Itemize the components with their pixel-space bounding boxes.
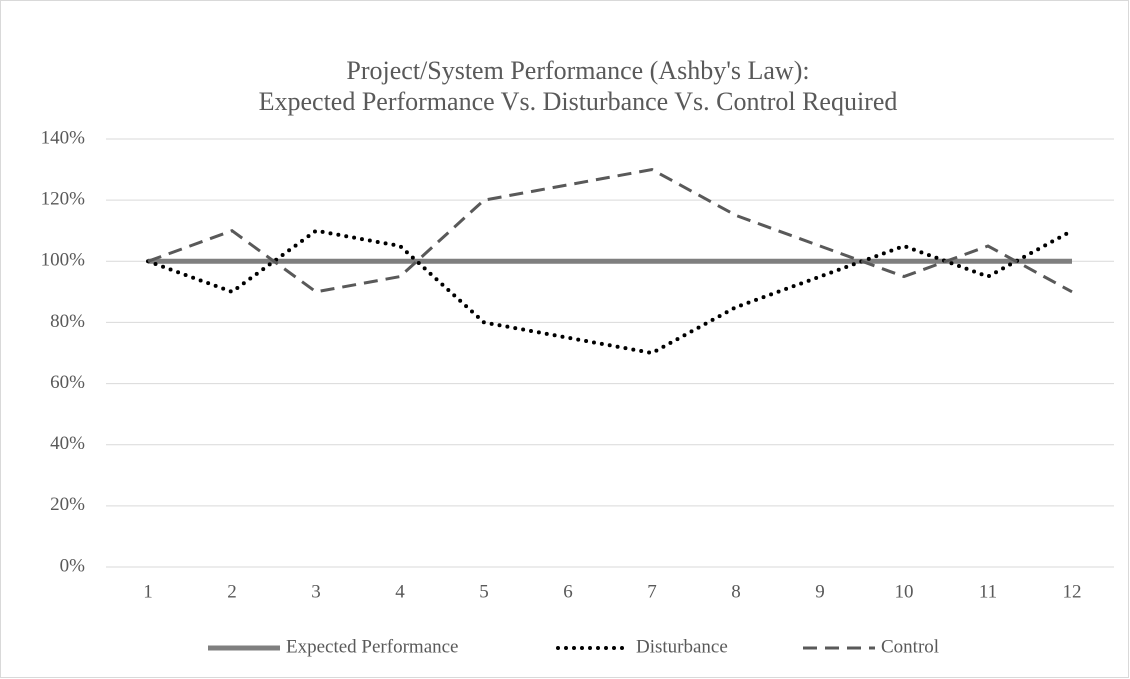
y-tick-label: 100%	[41, 250, 86, 271]
x-tick-label: 8	[731, 581, 741, 602]
x-tick-label: 4	[395, 581, 405, 602]
y-tick-label: 120%	[41, 189, 86, 210]
x-tick-label: 3	[311, 581, 321, 602]
series-line	[146, 228, 1074, 356]
x-tick-label: 6	[563, 581, 573, 602]
x-tick-label: 2	[227, 581, 237, 602]
y-tick-label: 20%	[50, 494, 85, 515]
chart-title: Project/System Performance (Ashby's Law)…	[346, 56, 809, 85]
x-tick-label: 12	[1063, 581, 1082, 602]
y-tick-label: 140%	[41, 127, 86, 148]
x-tick-label: 10	[895, 581, 914, 602]
legend-label: Expected Performance	[286, 636, 459, 657]
x-tick-label: 5	[479, 581, 489, 602]
legend-label: Disturbance	[636, 636, 728, 657]
x-tick-label: 11	[979, 581, 997, 602]
x-tick-label: 7	[647, 581, 657, 602]
x-tick-label: 9	[815, 581, 825, 602]
chart-title: Expected Performance Vs. Disturbance Vs.…	[259, 87, 898, 116]
y-tick-label: 40%	[50, 433, 85, 454]
y-tick-label: 0%	[60, 555, 86, 576]
legend-label: Control	[881, 636, 939, 657]
y-tick-label: 60%	[50, 372, 85, 393]
y-tick-label: 80%	[50, 311, 85, 332]
x-tick-label: 1	[143, 581, 153, 602]
